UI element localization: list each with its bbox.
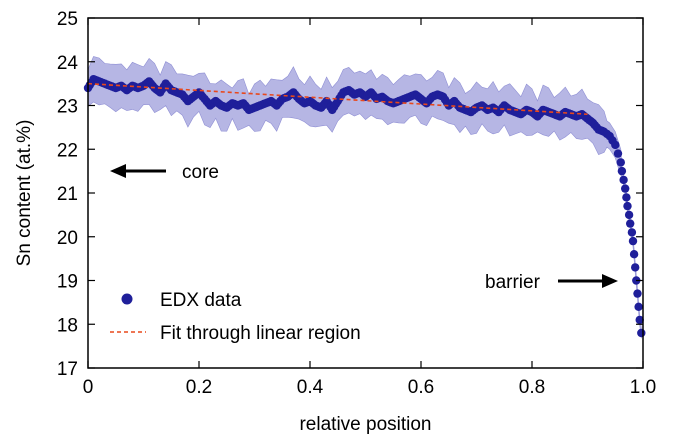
y-tick-label: 18 — [57, 315, 78, 336]
data-point — [635, 315, 644, 325]
data-point — [631, 263, 640, 272]
data-point — [619, 175, 628, 185]
annotation-barrier: barrier — [485, 272, 618, 293]
data-point — [613, 149, 623, 158]
annotation-core: core — [110, 162, 219, 183]
data-point — [621, 184, 630, 193]
y-tick-label: 24 — [57, 53, 79, 74]
data-point — [628, 236, 638, 246]
y-tick-label: 19 — [57, 272, 78, 293]
data-point — [629, 250, 639, 259]
x-tick-label: 0.8 — [519, 377, 545, 398]
data-point — [637, 328, 646, 338]
data-point — [626, 219, 635, 228]
x-tick-label: 0.4 — [297, 377, 324, 398]
legend-label-fit: Fit through linear region — [160, 323, 361, 344]
data-point — [623, 201, 632, 211]
x-tick-label: 0 — [83, 377, 94, 398]
y-tick-label: 25 — [57, 9, 78, 30]
legend-marker-edx — [121, 293, 133, 305]
y-axis-label: Sn content (at.%) — [14, 120, 35, 267]
data-point — [624, 210, 634, 220]
x-tick-label: 0.2 — [186, 377, 212, 398]
arrowhead-right-icon — [602, 274, 618, 288]
data-point — [616, 158, 625, 167]
y-axis-ticks: 17 18 19 20 21 22 23 24 25 — [57, 9, 643, 380]
data-point — [622, 193, 631, 202]
x-tick-label: 0.6 — [408, 377, 434, 398]
data-point — [634, 302, 643, 311]
y-tick-label: 22 — [57, 140, 78, 161]
y-tick-label: 21 — [57, 184, 78, 205]
x-axis-label: relative position — [299, 414, 431, 435]
legend: EDX data Fit through linear region — [110, 290, 361, 344]
data-point — [611, 140, 620, 150]
data-point — [633, 289, 642, 298]
annotation-barrier-text: barrier — [485, 272, 541, 293]
data-point — [617, 166, 627, 176]
y-tick-label: 17 — [57, 359, 78, 380]
data-point — [627, 228, 637, 237]
x-axis-ticks: 0 0.2 0.4 0.6 0.8 1.0 — [83, 18, 656, 398]
annotation-core-text: core — [182, 162, 219, 183]
error-band — [87, 56, 642, 339]
legend-label-edx: EDX data — [160, 290, 242, 311]
y-tick-label: 20 — [57, 228, 78, 249]
y-tick-label: 23 — [57, 97, 78, 118]
x-tick-label: 1.0 — [630, 377, 656, 398]
arrowhead-left-icon — [110, 164, 126, 178]
